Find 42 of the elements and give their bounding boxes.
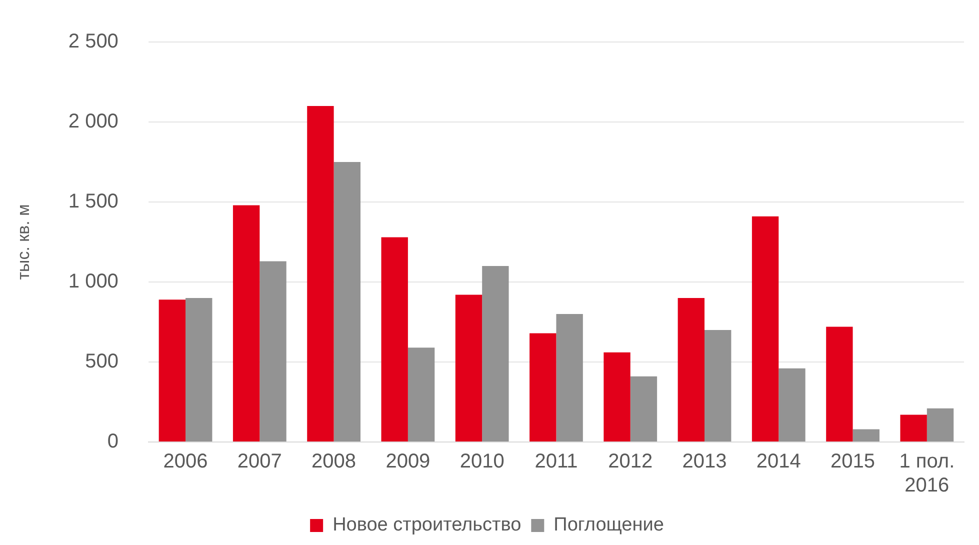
bar: [381, 237, 408, 442]
y-tick-label: 1 500: [68, 190, 118, 213]
legend-label: Поглощение: [554, 514, 664, 536]
x-tick-label: 2006: [163, 450, 208, 473]
bar: [926, 408, 954, 442]
bar: [260, 261, 286, 442]
bar: [900, 414, 927, 442]
bar: [158, 300, 186, 442]
bar: [704, 330, 732, 442]
bar: [778, 368, 806, 442]
bar: [678, 298, 705, 442]
x-tick-label: 2015: [830, 450, 876, 473]
bar: [482, 266, 509, 442]
bar: [307, 106, 334, 442]
bar: [455, 294, 482, 442]
y-tick-label: 0: [107, 430, 118, 453]
x-tick-label: 2011: [534, 450, 578, 473]
bar: [752, 216, 779, 442]
bar: [530, 333, 556, 442]
y-axis-title: тыс. кв. м: [14, 204, 33, 280]
y-tick-label: 2 500: [68, 30, 118, 53]
y-tick-label: 2 000: [68, 110, 118, 133]
bar: [334, 162, 360, 442]
bar: [186, 298, 212, 442]
bar: [852, 429, 880, 442]
x-tick-label: 2014: [756, 450, 801, 473]
bar: [630, 376, 658, 442]
y-tick-label: 1 000: [68, 270, 118, 293]
x-tick-label: 1 пол. 2016: [899, 450, 955, 497]
bar: [826, 326, 853, 442]
x-tick-label: 2009: [386, 450, 430, 473]
bar: [556, 314, 583, 442]
y-tick-label: 500: [85, 350, 118, 373]
bar: [408, 348, 435, 442]
legend-label: Новое строительство: [332, 514, 522, 536]
bar: [604, 352, 630, 442]
x-tick-label: 2012: [608, 450, 653, 473]
bar: [232, 205, 260, 442]
x-tick-label: 2013: [682, 450, 727, 473]
x-tick-label: 2010: [460, 450, 504, 473]
x-tick-label: 2007: [237, 450, 282, 473]
x-tick-label: 2008: [312, 450, 356, 473]
